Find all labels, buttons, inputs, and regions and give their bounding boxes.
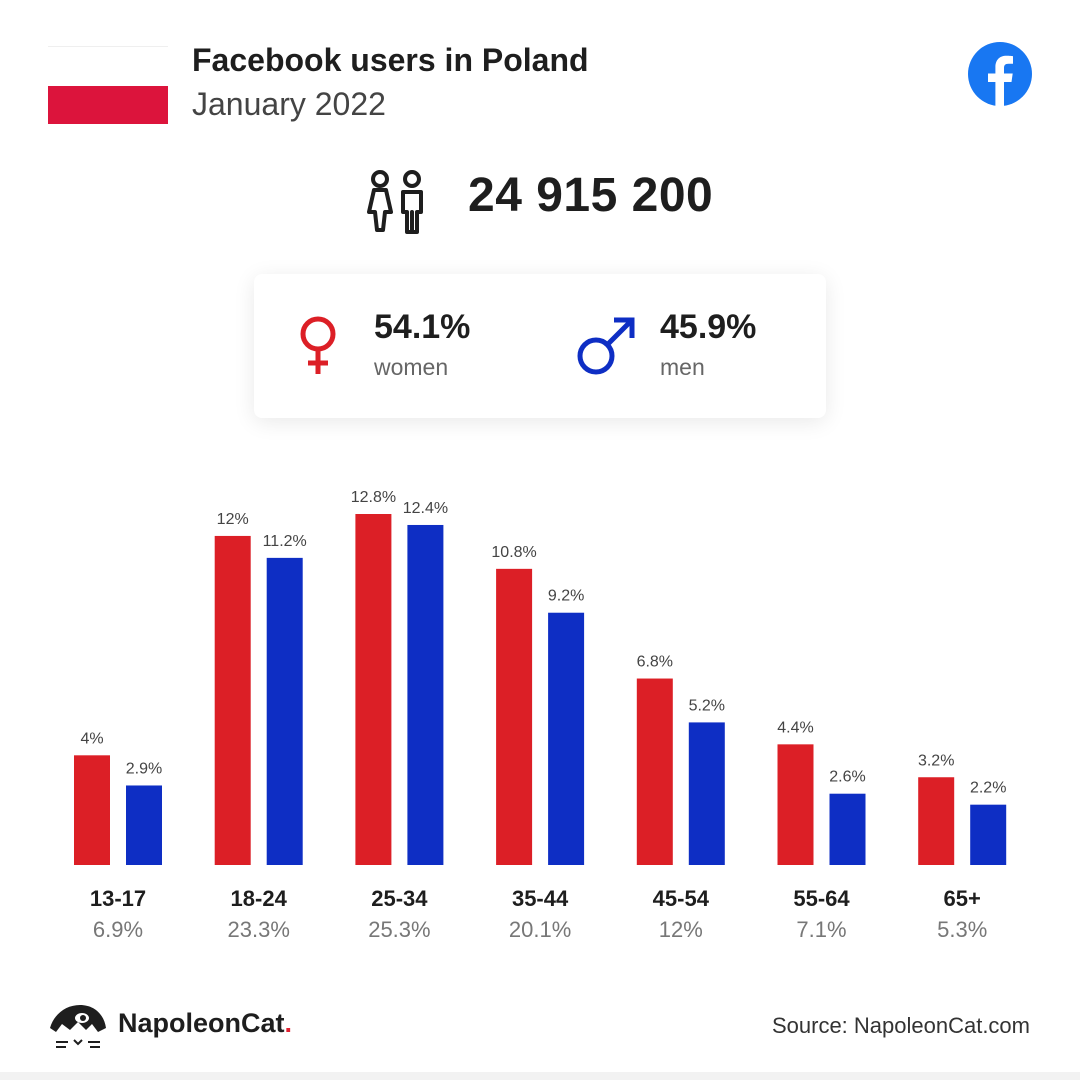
- bar-value-label: 4%: [80, 730, 103, 747]
- category-label: 35-44: [512, 886, 569, 911]
- brand-text: NapoleonCat: [118, 1008, 285, 1038]
- men-percent: 45.9%: [660, 308, 757, 346]
- bar-value-label: 12%: [217, 511, 249, 528]
- category-total: 5.3%: [937, 917, 987, 942]
- women-percent: 54.1%: [374, 308, 471, 346]
- bar-women-55-64: [777, 744, 814, 865]
- category-total: 12%: [659, 917, 703, 942]
- bar-women-45-54: [636, 678, 673, 865]
- bar-value-label: 10.8%: [491, 544, 536, 561]
- poland-flag-icon: [48, 46, 168, 124]
- category-total: 6.9%: [93, 917, 143, 942]
- bar-value-label: 11.2%: [263, 533, 307, 550]
- women-label: women: [374, 354, 449, 380]
- category-label: 13-17: [90, 886, 146, 911]
- category-label: 65+: [944, 886, 981, 911]
- bar-men-25-34: [407, 524, 444, 865]
- bar-men-18-24: [266, 557, 303, 865]
- total-users: 24 915 200: [468, 169, 714, 222]
- flag-red-stripe: [48, 86, 168, 124]
- category-label: 45-54: [653, 886, 710, 911]
- category-label: 55-64: [793, 886, 850, 911]
- bar-women-13-17: [74, 755, 110, 865]
- flag-white-stripe: [48, 46, 168, 85]
- bar-value-label: 4.4%: [777, 719, 813, 736]
- category-total: 7.1%: [796, 917, 846, 942]
- bar-value-label: 5.2%: [689, 697, 725, 714]
- bar-women-25-34: [355, 514, 392, 865]
- category-total: 23.3%: [228, 917, 290, 942]
- people-icon: [367, 170, 423, 234]
- bar-value-label: 2.9%: [126, 760, 162, 777]
- facebook-icon: [968, 42, 1032, 106]
- bar-value-label: 12.8%: [351, 489, 396, 506]
- bar-men-45-54: [688, 722, 725, 865]
- source-credit: Source: NapoleonCat.com: [771, 1013, 1030, 1038]
- bar-women-18-24: [214, 535, 251, 865]
- bar-value-label: 6.8%: [637, 654, 673, 671]
- category-total: 25.3%: [368, 917, 430, 942]
- bar-value-label: 12.4%: [403, 500, 448, 517]
- men-label: men: [660, 354, 705, 380]
- bar-men-35-44: [548, 612, 585, 865]
- bar-men-13-17: [126, 785, 162, 865]
- bar-value-label: 2.6%: [829, 769, 865, 786]
- category-label: 25-34: [371, 886, 428, 911]
- bar-women-65+: [918, 777, 955, 865]
- page-subtitle: January 2022: [192, 86, 386, 122]
- bar-women-35-44: [496, 568, 533, 865]
- category-label: 18-24: [231, 886, 288, 911]
- bar-men-65+: [970, 804, 1007, 865]
- page-title: Facebook users in Poland: [192, 42, 589, 78]
- bar-value-label: 3.2%: [918, 752, 954, 769]
- bar-men-55-64: [829, 793, 866, 865]
- gender-summary-card: 54.1% women 45.9% men: [254, 274, 826, 418]
- bar-value-label: 2.2%: [970, 780, 1006, 797]
- brand-name: NapoleonCat.: [118, 1008, 292, 1039]
- napoleoncat-logo-icon: [50, 1005, 106, 1048]
- bottom-bar: [0, 1072, 1080, 1080]
- bar-value-label: 9.2%: [548, 588, 584, 605]
- category-total: 20.1%: [509, 917, 571, 942]
- female-symbol-icon: [300, 316, 336, 374]
- brand-dot: .: [284, 1008, 293, 1038]
- male-symbol-icon: [577, 317, 635, 375]
- age-gender-bar-chart: 4% 2.9% 13-17 6.9% 12% 11.2% 18-24 23.3% 12.8% 12…: [74, 489, 1007, 942]
